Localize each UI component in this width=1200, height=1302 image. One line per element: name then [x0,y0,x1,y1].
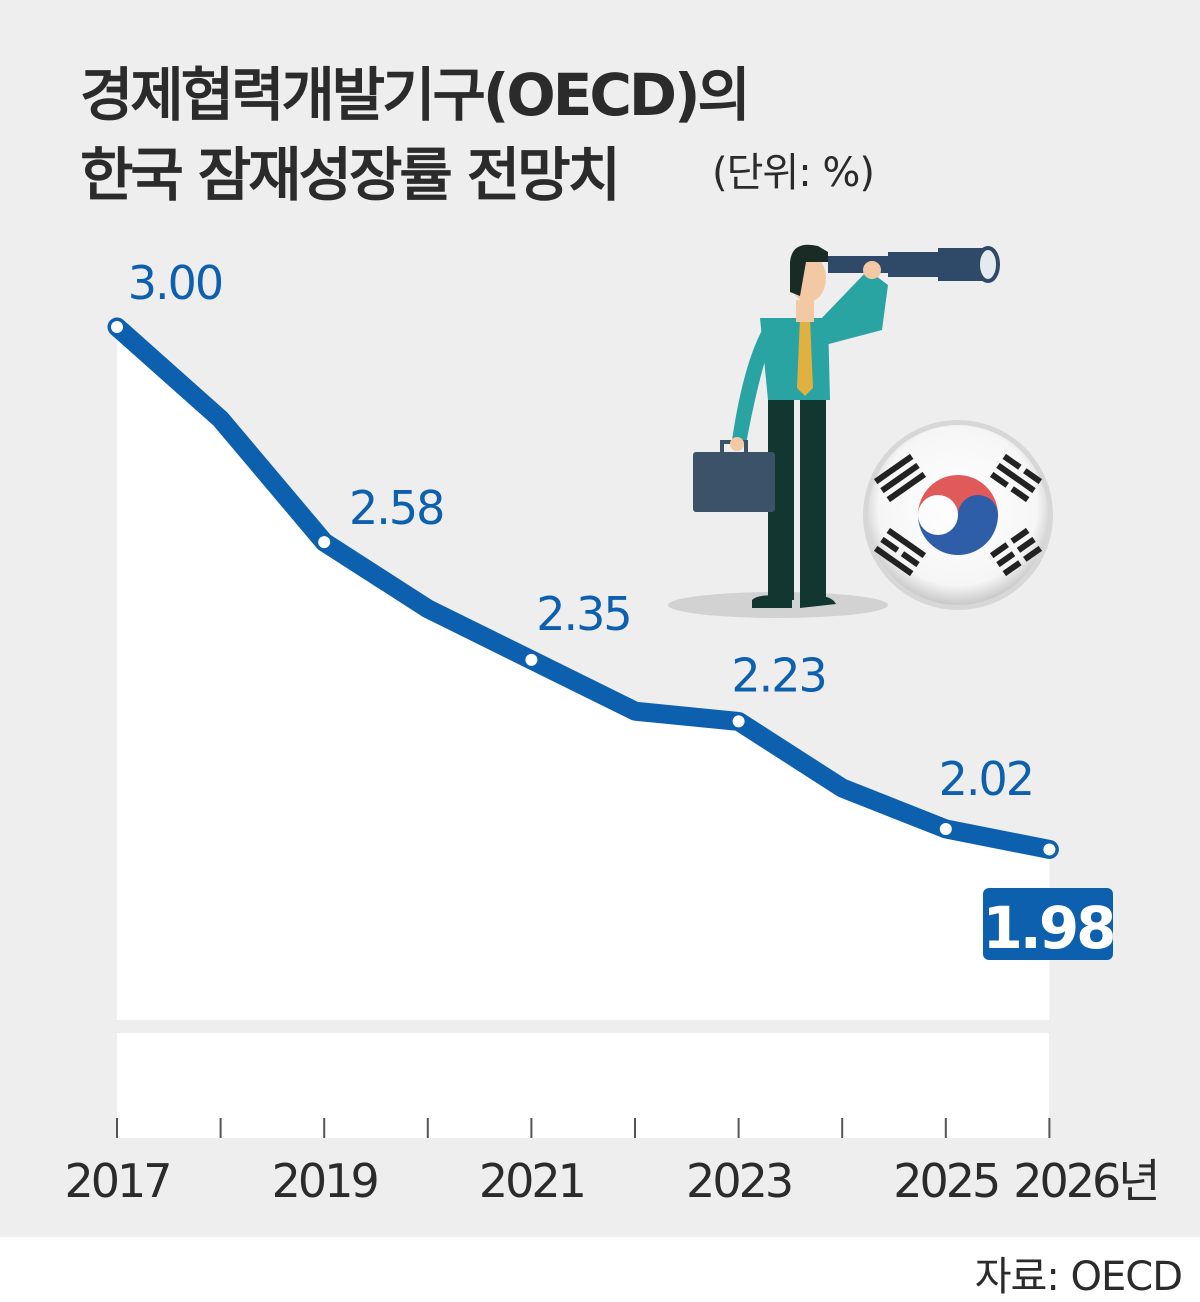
x-tick-label: 2021 [479,1154,584,1208]
x-tick-label: 2019 [272,1154,378,1208]
highlight-label-box [983,888,1113,960]
businessman-icon [668,244,1000,618]
data-point [936,819,955,838]
x-tick-label: 2023 [686,1154,791,1208]
data-point [522,650,541,669]
value-label: 2.35 [536,587,630,641]
line-chart: 3.00 2.58 2.35 2.23 2.02 1.98 2017 2019 2021 202… [64,244,1161,1208]
data-point [108,318,126,336]
x-tick-label: 2025 [893,1154,998,1208]
value-label: 2.23 [731,648,825,702]
title-line-2: 한국 잠재성장률 전망치 [80,141,621,209]
illustration [668,244,1053,618]
value-label: 2.02 [939,752,1033,806]
value-label: 2.58 [349,481,443,535]
source-note: 자료: OECD [974,1254,1183,1300]
x-tick-label: 2017 [64,1154,169,1208]
x-tick-label: 2026년 [1013,1154,1157,1208]
data-point [315,533,334,552]
series-line [107,317,1059,859]
korean-flag-icon [863,420,1053,610]
value-label: 3.00 [128,256,222,310]
data-point [1040,840,1059,859]
x-axis-band [117,1033,1049,1138]
title-line-1: 경제협력개발기구(OECD)의 [80,61,751,129]
highlight-value-label: 1.98 [982,894,1113,962]
data-point [729,712,748,731]
unit-label: (단위: %) [712,150,875,196]
chart-area-fill [117,327,1050,1020]
